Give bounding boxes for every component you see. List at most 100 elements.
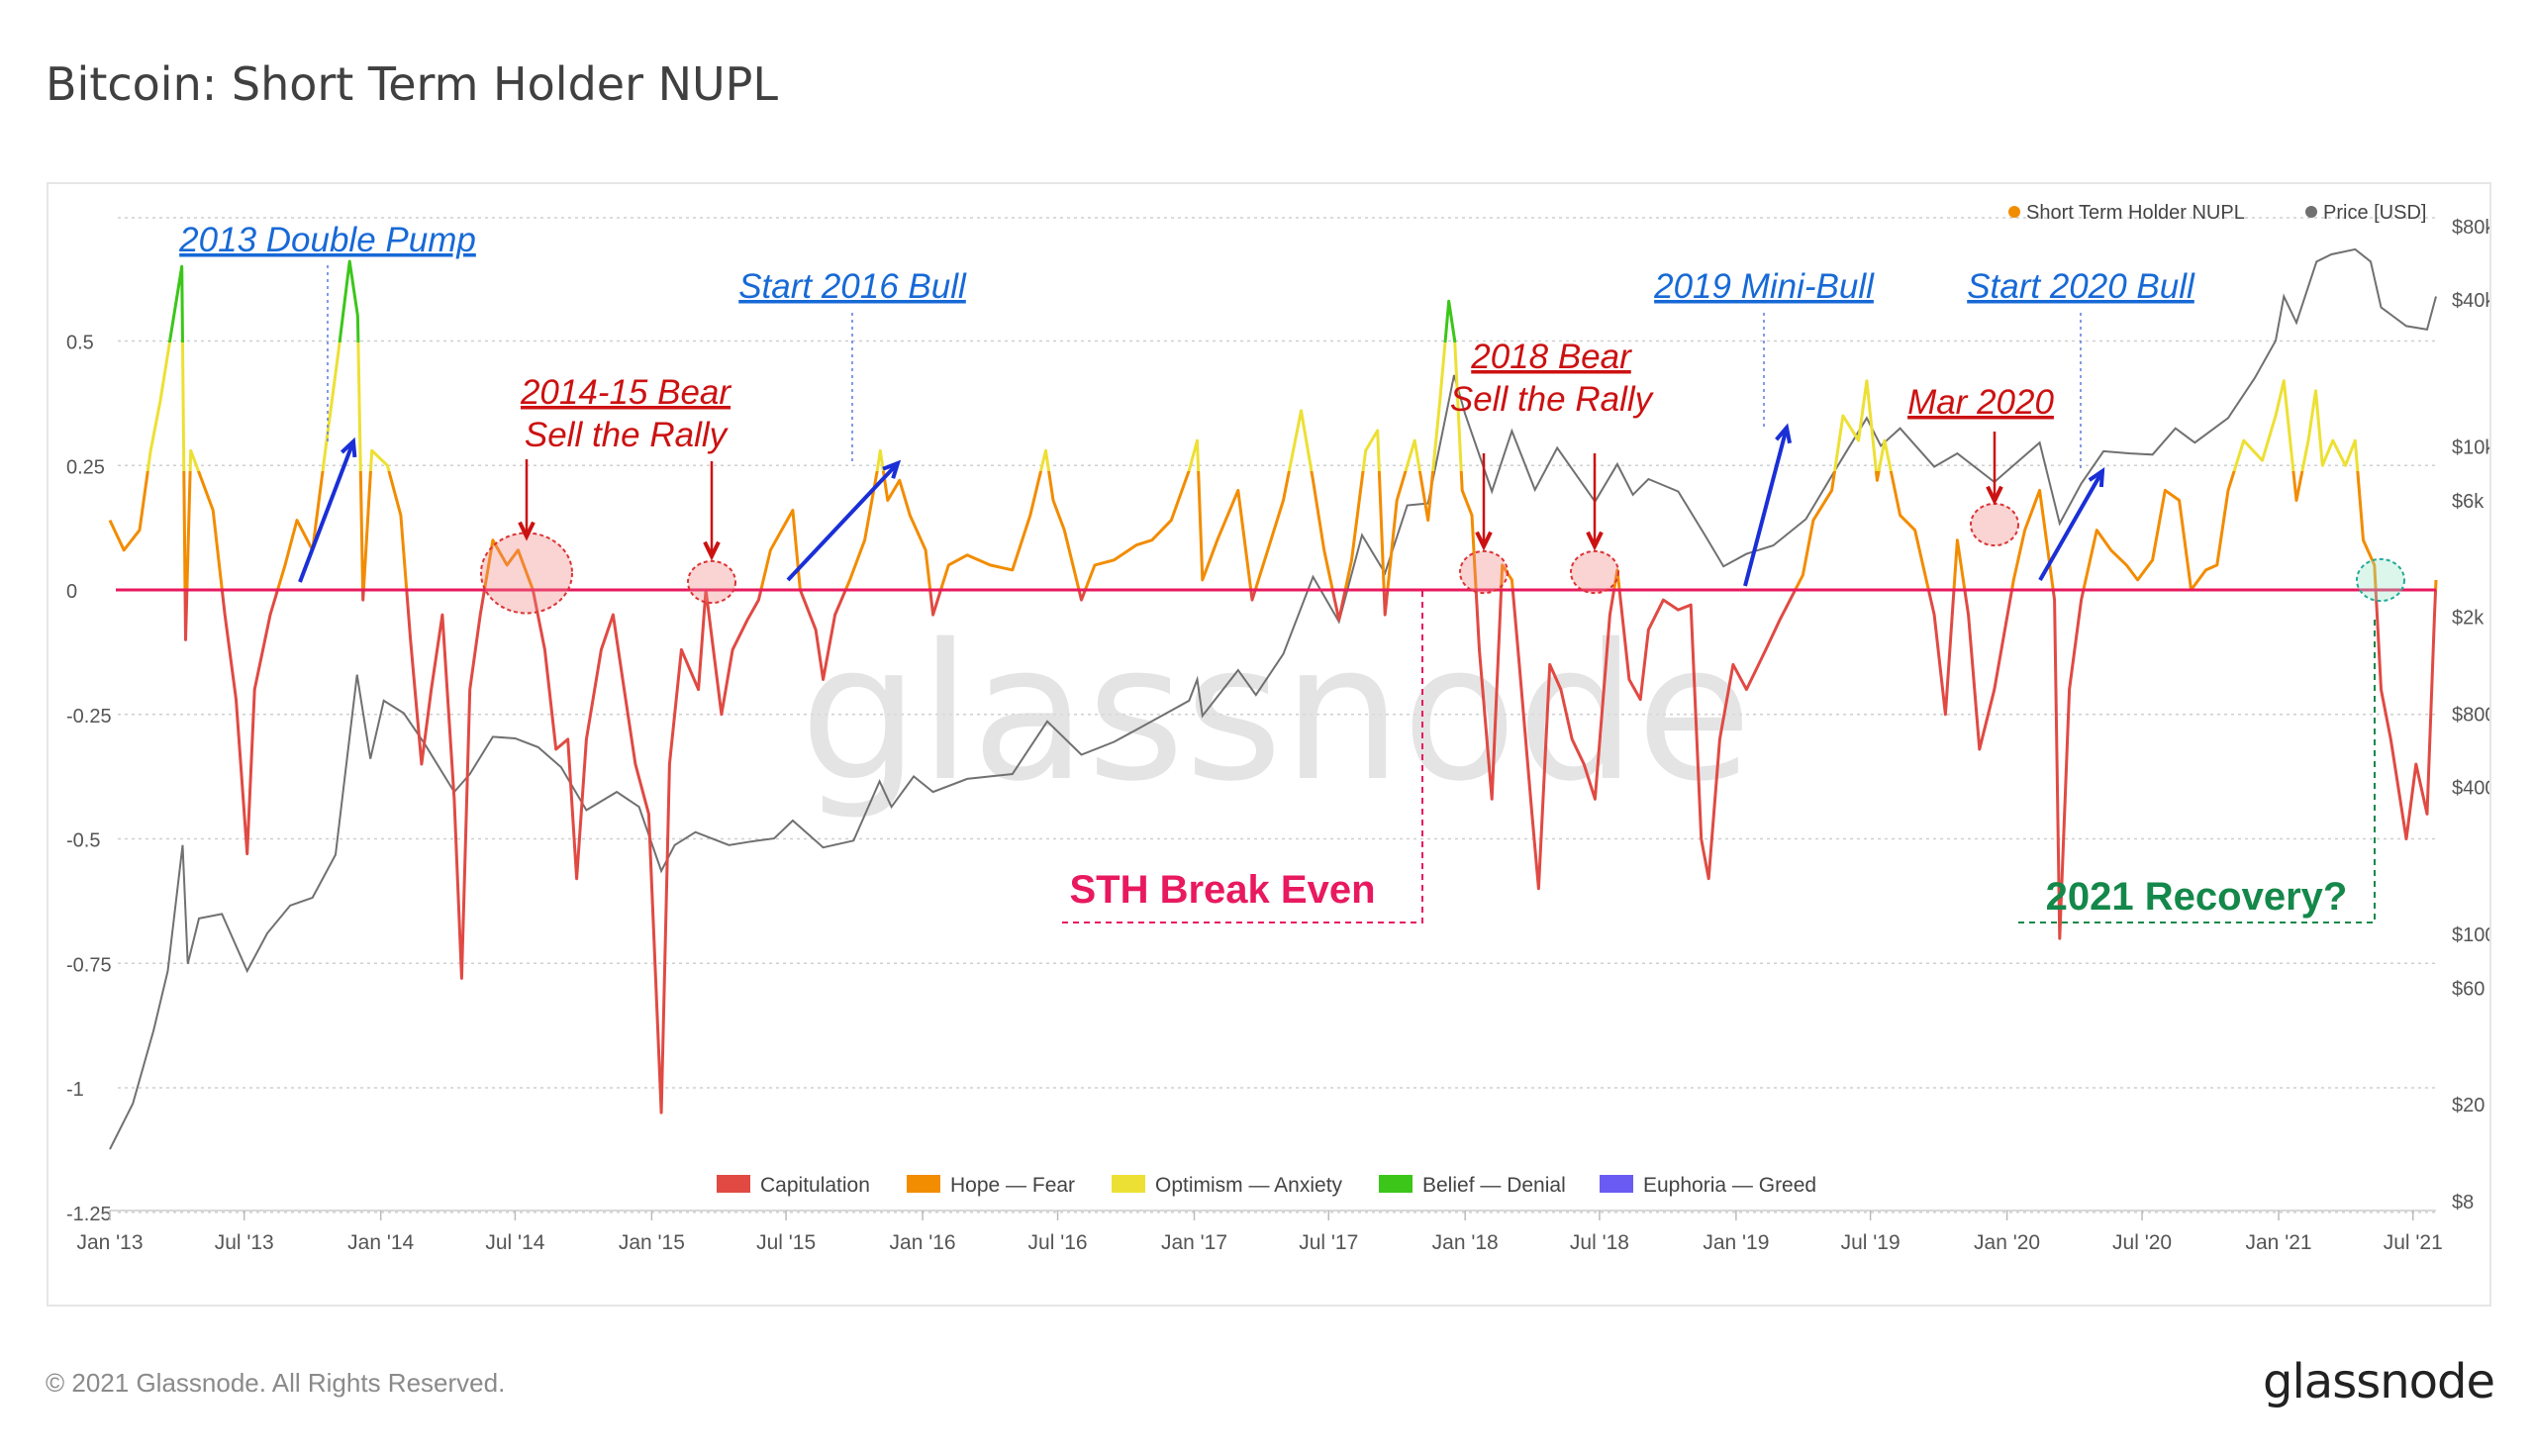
- right-tick-label: $80k: [2452, 217, 2489, 239]
- x-tick-label: Jan '20: [1974, 1231, 2040, 1254]
- zone-legend-label: Euphoria — Greed: [1643, 1174, 1816, 1197]
- annotation-2013-double-pump: 2013 Double Pump: [178, 221, 476, 259]
- grid-lines: [110, 217, 2436, 1213]
- left-tick-label: -0.25: [66, 706, 112, 728]
- annotation-2014-bear-subtitle: Sell the Rally: [525, 416, 730, 454]
- zone-legend-swatch: [717, 1175, 750, 1193]
- legend-label-price: Price [USD]: [2323, 202, 2426, 224]
- x-tick-label: Jan '13: [76, 1231, 143, 1254]
- legend-label-nupl: Short Term Holder NUPL: [2026, 202, 2245, 224]
- x-tick-label: Jul '18: [1570, 1231, 1629, 1254]
- zone-legend-swatch: [1112, 1175, 1145, 1193]
- highlight-circle: [480, 532, 573, 615]
- left-tick-label: 0: [66, 581, 77, 603]
- highlight-circle: [1459, 549, 1509, 595]
- price-line: [109, 247, 2437, 1150]
- highlight-circle: [2356, 557, 2405, 603]
- highlight-circle: [687, 559, 736, 605]
- annotation-sth-break-even: STH Break Even: [1069, 868, 1375, 912]
- nupl-chart: 0.5 0.25 0 -0.25 -0.5 -0.75 -1 -1.25 $80k $40k $1…: [66, 202, 2489, 1254]
- arrow-head: [340, 437, 357, 458]
- zone-legend-swatch: [1600, 1175, 1633, 1193]
- annotations: 2013 Double Pump Start 2016 Bull 2019 Mini…: [178, 221, 2347, 919]
- highlight-circle: [1970, 502, 2019, 547]
- arrow-head: [1586, 531, 1604, 551]
- right-tick-label: $2k: [2452, 608, 2485, 630]
- annotation-mar-2020: Mar 2020: [1907, 383, 2054, 422]
- annotation-markers: [298, 265, 2405, 923]
- right-tick-label: $60: [2452, 979, 2485, 1001]
- break-even-bracket: [1062, 590, 1423, 923]
- price-series: [109, 247, 2437, 1150]
- x-tick-label: Jan '17: [1161, 1231, 1227, 1254]
- x-tick-label: Jul '16: [1028, 1231, 1088, 1254]
- zone-legend-label: Optimism — Anxiety: [1155, 1174, 1343, 1197]
- left-axis-ticks: 0.5 0.25 0 -0.25 -0.5 -0.75 -1 -1.25: [66, 333, 112, 1225]
- x-tick-label: Jul '15: [756, 1231, 816, 1254]
- annotation-2019-mini-bull: 2019 Mini-Bull: [1653, 267, 1875, 306]
- nupl-capitulation-segment: [183, 590, 2438, 1115]
- annotation-start-2020-bull: Start 2020 Bull: [1967, 267, 2195, 306]
- arrow-head: [1475, 531, 1493, 551]
- left-tick-label: -0.5: [66, 830, 100, 852]
- chart-title: Bitcoin: Short Term Holder NUPL: [46, 57, 779, 111]
- copyright-text: © 2021 Glassnode. All Rights Reserved.: [46, 1368, 506, 1398]
- right-tick-label: $400: [2452, 778, 2489, 800]
- left-tick-label: 0.25: [66, 456, 105, 478]
- trend-arrow: [2038, 470, 2104, 581]
- x-tick-label: Jul '13: [215, 1231, 274, 1254]
- right-tick-label: $20: [2452, 1095, 2485, 1116]
- right-tick-label: $100: [2452, 924, 2489, 946]
- x-tick-label: Jul '21: [2384, 1231, 2443, 1254]
- annotation-2018-bear-title: 2018 Bear: [1470, 338, 1632, 376]
- x-tick-label: Jul '14: [485, 1231, 544, 1254]
- zone-legend-label: Hope — Fear: [950, 1174, 1075, 1197]
- trend-arrow: [298, 440, 355, 583]
- recovery-bracket: [2018, 620, 2376, 923]
- right-tick-label: $40k: [2452, 290, 2489, 312]
- nupl-optimism-segment: [146, 342, 2360, 471]
- arrow-head: [703, 540, 721, 561]
- zone-legend-label: Capitulation: [760, 1174, 870, 1197]
- x-tick-label: Jan '18: [1432, 1231, 1499, 1254]
- annotation-2021-recovery: 2021 Recovery?: [2046, 875, 2348, 919]
- x-tick-label: Jul '20: [2112, 1231, 2172, 1254]
- arrow-head: [2088, 467, 2105, 488]
- right-axis-ticks: $80k $40k $10k $6k $2k $800 $400 $100 $60 $20 $8: [2452, 217, 2489, 1213]
- right-tick-label: $6k: [2452, 491, 2485, 513]
- left-tick-label: -0.75: [66, 954, 112, 976]
- right-tick-label: $10k: [2452, 437, 2489, 458]
- legend-marker-nupl: [2008, 206, 2020, 218]
- x-axis-ticks: Jan '13 Jul '13 Jan '14 Jul '14 Jan '15 Jul '…: [76, 1211, 2443, 1254]
- x-tick-label: Jan '21: [2246, 1231, 2312, 1254]
- chart-panel: 0.5 0.25 0 -0.25 -0.5 -0.75 -1 -1.25 $80k $40k $1…: [47, 182, 2491, 1307]
- right-tick-label: $800: [2452, 705, 2489, 727]
- legend-marker-price: [2305, 206, 2317, 218]
- right-tick-label: $8: [2452, 1192, 2474, 1213]
- x-tick-label: Jan '15: [619, 1231, 685, 1254]
- zones-legend: Capitulation Hope — Fear Optimism — Anxiet…: [717, 1174, 1816, 1197]
- annotation-2018-bear-subtitle: Sell the Rally: [1450, 380, 1655, 419]
- x-tick-label: Jul '19: [1841, 1231, 1900, 1254]
- arrow-head: [1775, 423, 1793, 444]
- zone-legend-swatch: [1379, 1175, 1413, 1193]
- arrow-head: [1986, 485, 2003, 506]
- x-tick-label: Jan '16: [890, 1231, 956, 1254]
- x-tick-label: Jan '19: [1703, 1231, 1769, 1254]
- arrow-head: [518, 521, 536, 541]
- zone-legend-swatch: [907, 1175, 940, 1193]
- x-tick-label: Jul '17: [1299, 1231, 1358, 1254]
- highlight-circle: [1570, 549, 1619, 595]
- brand-logo: glassnode: [2262, 1354, 2495, 1409]
- series-legend: Short Term Holder NUPL Price [USD]: [2008, 202, 2426, 224]
- zone-legend-label: Belief — Denial: [1422, 1174, 1566, 1197]
- annotation-2014-bear-title: 2014-15 Bear: [520, 373, 731, 412]
- trend-arrow: [786, 461, 900, 582]
- annotation-start-2016-bull: Start 2016 Bull: [738, 267, 967, 306]
- x-tick-label: Jan '14: [347, 1231, 414, 1254]
- arrow-head: [882, 459, 902, 479]
- left-tick-label: -1: [66, 1079, 84, 1101]
- watermark: glassnode: [800, 604, 1752, 823]
- nupl-series: [108, 259, 2438, 1115]
- trend-arrow: [1743, 427, 1789, 587]
